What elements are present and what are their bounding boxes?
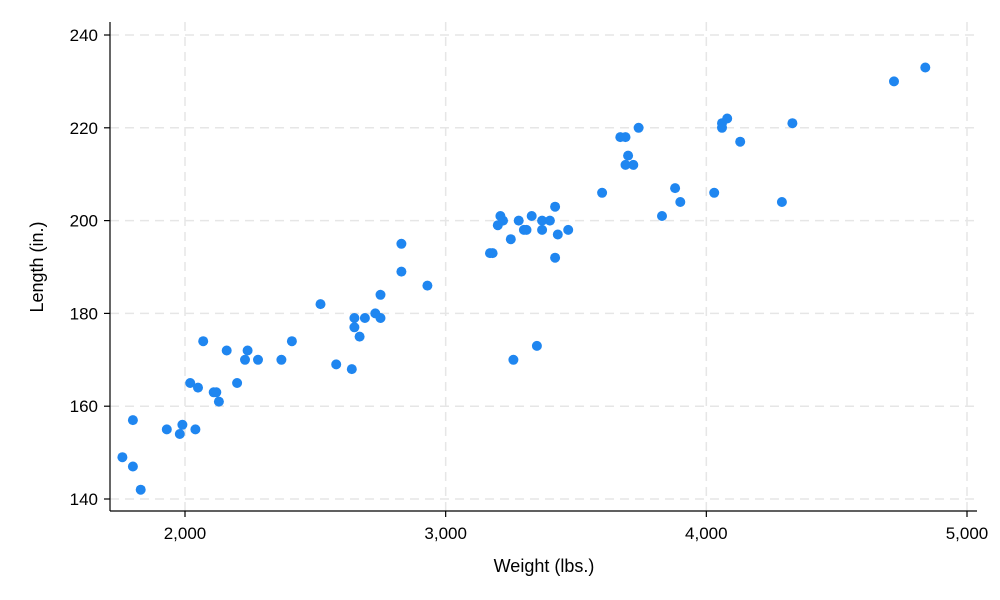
data-point	[190, 424, 201, 435]
data-point	[117, 452, 128, 463]
data-point	[670, 183, 681, 194]
data-point	[508, 354, 519, 365]
data-point	[253, 354, 263, 365]
data-point	[211, 387, 222, 398]
x-tick-label: 3,000	[424, 524, 467, 543]
x-tick-label: 2,000	[164, 524, 207, 543]
data-point	[889, 76, 899, 87]
data-point	[354, 331, 365, 342]
data-point	[521, 224, 532, 235]
data-point	[550, 201, 561, 212]
data-point	[161, 424, 172, 435]
data-point	[286, 336, 297, 347]
data-point	[776, 197, 787, 207]
data-point	[331, 359, 342, 370]
data-point	[177, 419, 188, 430]
y-tick-label: 160	[70, 397, 98, 416]
data-point	[563, 224, 574, 235]
ticks: 2,000 3,000 4,000 5,000 140 160 180 200 220 240	[70, 26, 989, 543]
y-tick-label: 180	[70, 304, 98, 323]
data-point	[375, 289, 386, 300]
data-point	[628, 159, 639, 170]
data-point	[620, 159, 631, 170]
y-tick-label: 140	[70, 490, 98, 509]
data-point	[597, 187, 608, 198]
data-point	[537, 224, 548, 235]
data-point	[487, 248, 498, 259]
data-point	[422, 280, 433, 291]
data-point	[276, 354, 287, 365]
data-point	[375, 313, 386, 323]
data-point	[185, 378, 196, 388]
data-point	[135, 484, 146, 495]
data-point	[505, 234, 516, 245]
data-point	[787, 118, 798, 129]
data-point	[193, 382, 203, 393]
data-point	[531, 340, 542, 351]
data-point	[198, 336, 209, 347]
data-point	[213, 396, 224, 407]
data-point	[349, 322, 360, 333]
y-tick-label: 200	[70, 212, 98, 231]
data-point	[722, 113, 733, 124]
data-point	[315, 299, 326, 310]
axes	[109, 22, 977, 512]
x-tick-label: 5,000	[946, 524, 989, 543]
data-point	[620, 132, 631, 143]
data-point	[396, 238, 407, 249]
data-point	[242, 345, 253, 356]
data-point	[920, 62, 931, 73]
data-point	[240, 354, 250, 365]
data-point	[221, 345, 232, 356]
data-point	[174, 429, 185, 439]
y-tick-label: 220	[70, 119, 98, 138]
data-point	[346, 364, 357, 375]
data-point	[709, 187, 720, 198]
data-points	[117, 62, 931, 495]
data-point	[675, 197, 686, 207]
data-point	[657, 211, 667, 221]
data-point	[513, 215, 524, 226]
data-point	[537, 215, 548, 226]
data-point	[498, 215, 508, 226]
data-point	[552, 229, 563, 240]
data-point	[526, 211, 537, 221]
data-point	[717, 122, 727, 133]
data-point	[735, 136, 746, 147]
data-point	[633, 122, 644, 133]
data-point	[623, 150, 634, 161]
data-point	[544, 215, 555, 226]
data-point	[359, 313, 370, 323]
data-point	[550, 252, 561, 263]
x-axis-title: Weight (lbs.)	[494, 556, 595, 576]
y-tick-label: 240	[70, 26, 98, 45]
y-axis-title: Length (in.)	[27, 221, 47, 312]
data-point	[349, 313, 360, 323]
data-point	[396, 266, 407, 277]
x-tick-label: 4,000	[685, 524, 728, 543]
grid-lines	[110, 22, 977, 511]
data-point	[127, 461, 138, 472]
data-point	[127, 415, 138, 426]
data-point	[232, 378, 243, 388]
